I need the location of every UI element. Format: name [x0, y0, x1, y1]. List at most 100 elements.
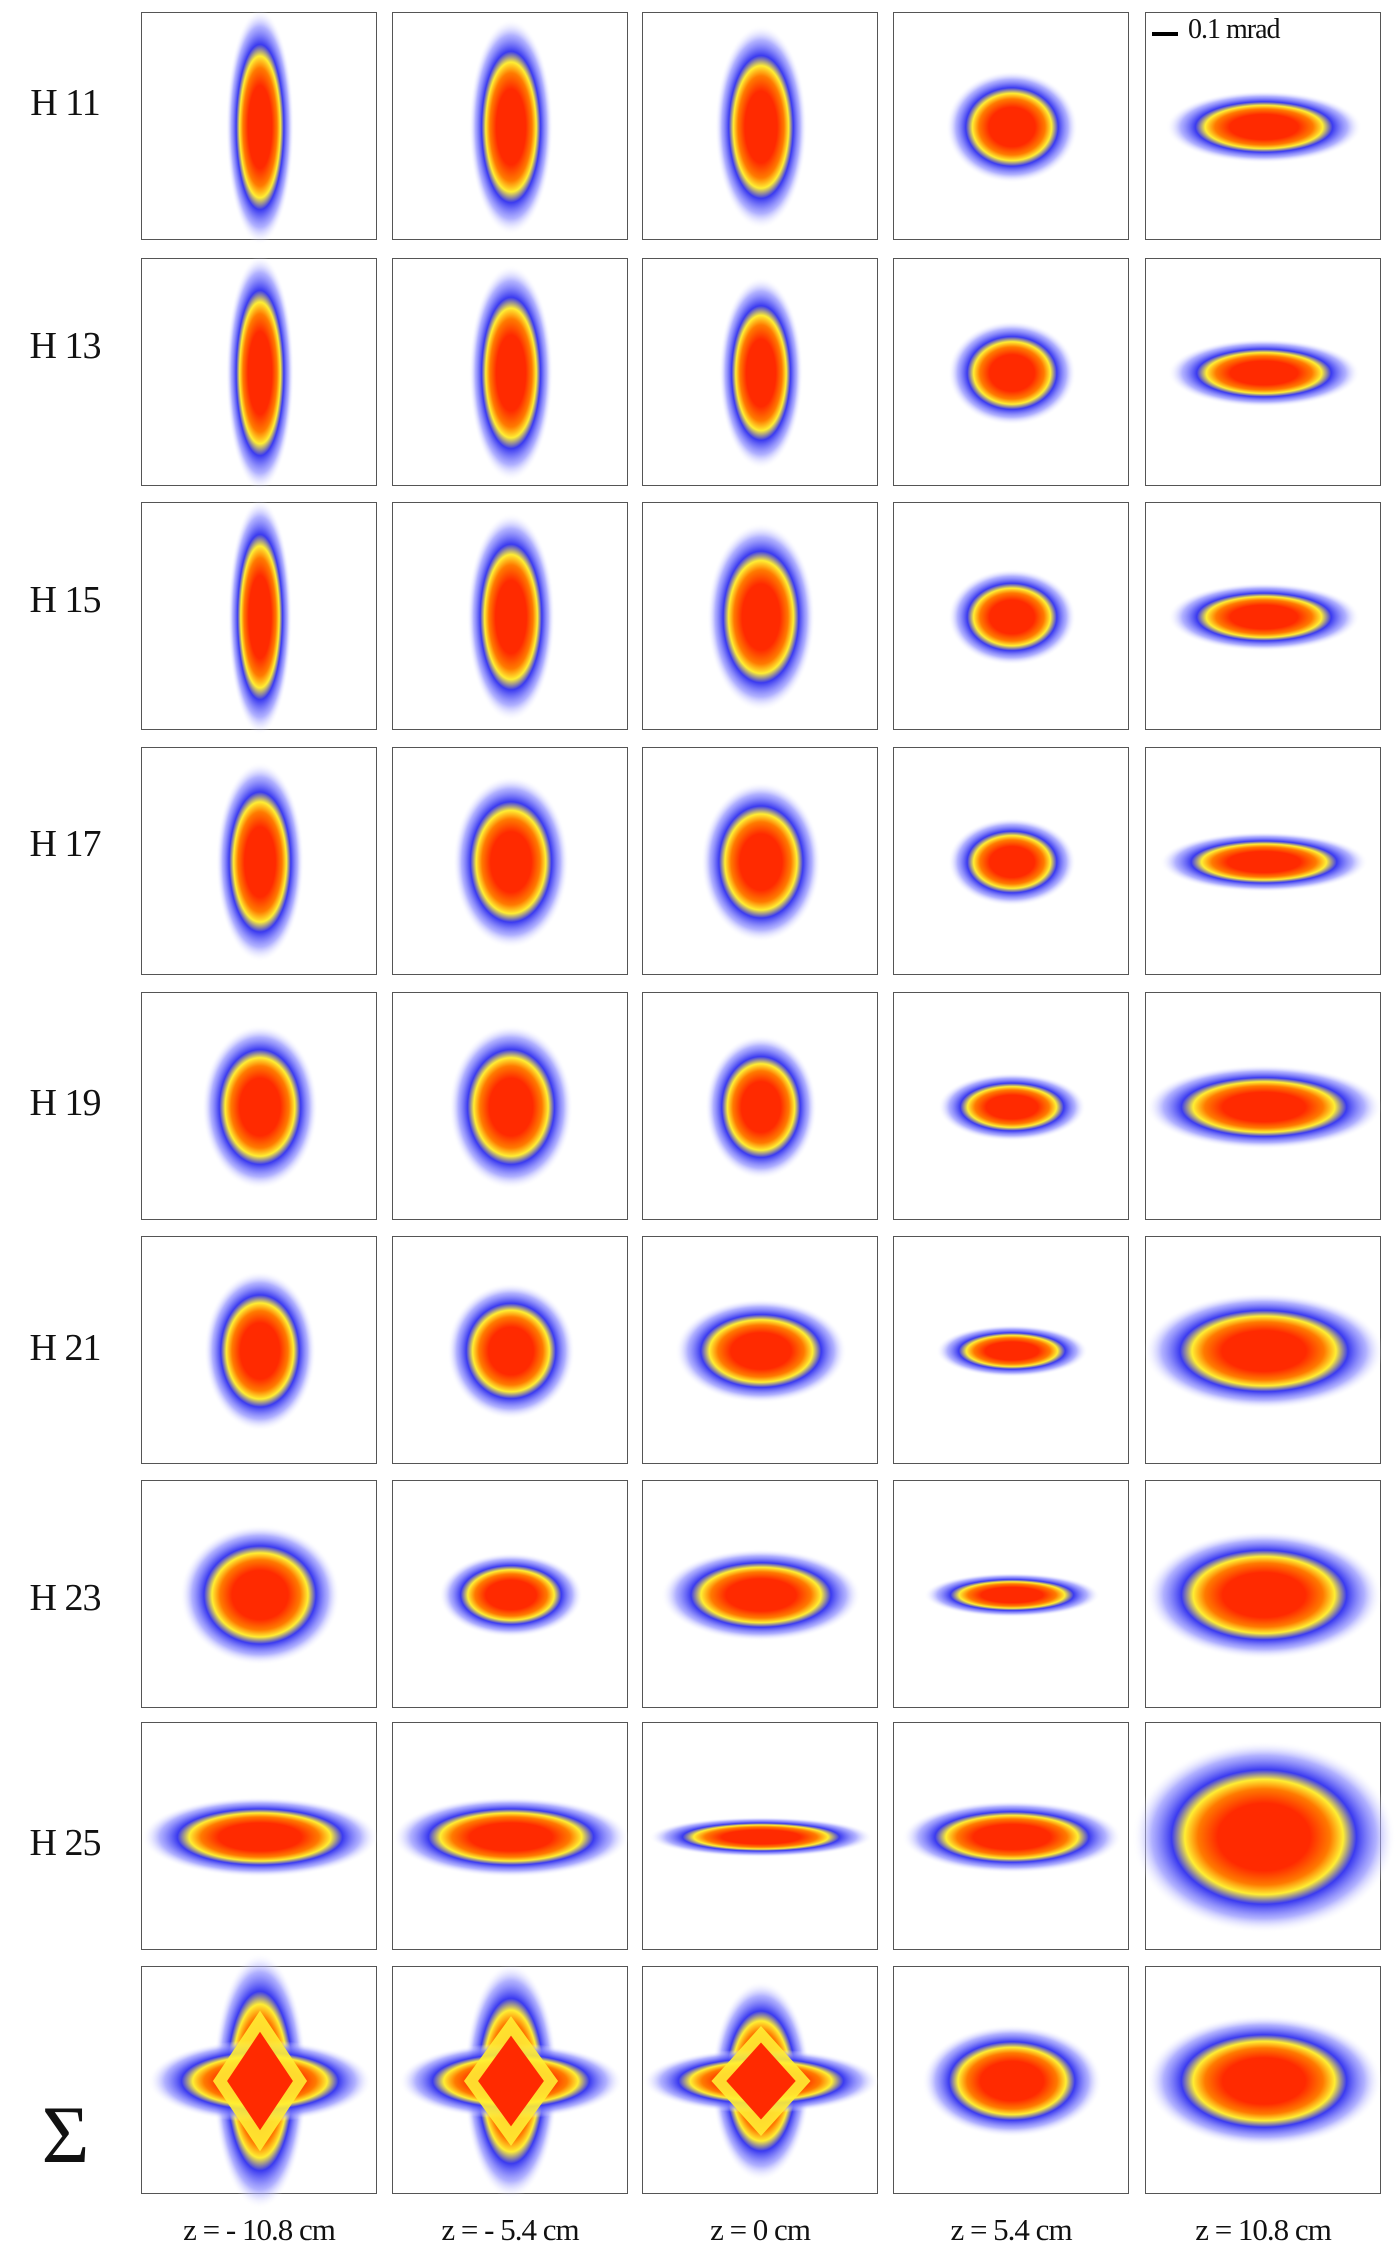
row-label-h25: H 25	[29, 1822, 102, 1864]
profile-panel-r9-c3	[642, 1966, 879, 2194]
profile-panel-r1-c2	[392, 12, 628, 240]
beam-spot-svg	[707, 523, 815, 711]
beam-spot-svg	[228, 499, 292, 735]
beam-spot	[467, 513, 555, 721]
profile-panel-r9-c4	[893, 1966, 1129, 2194]
beam-spot	[1146, 1065, 1382, 1149]
beam-spot-svg	[705, 1035, 817, 1179]
profile-panel-r5-c1	[141, 992, 377, 1220]
row-label-sum: Σ	[41, 2089, 90, 2180]
beam-spot-svg	[922, 2025, 1102, 2137]
beam-spot-svg	[701, 782, 821, 942]
beam-spot-svg	[467, 513, 555, 721]
row-label-h15: H 15	[29, 579, 102, 621]
beam-spot-svg	[142, 1797, 378, 1877]
row-label-h17: H 17	[29, 823, 102, 865]
beam-spot-svg	[902, 1801, 1122, 1873]
beam-spot	[1144, 1293, 1384, 1409]
beam-spot-svg	[1146, 1065, 1382, 1149]
beam-spot-svg	[469, 265, 553, 481]
profile-panel-r6-c5	[1144, 1236, 1384, 1464]
beam-spot-svg	[226, 255, 294, 491]
beam-spot	[707, 523, 815, 711]
beam-spot	[204, 1271, 316, 1431]
beam-spot	[1146, 1531, 1382, 1659]
beam-spot	[938, 1073, 1086, 1141]
beam-spot-svg	[948, 321, 1076, 425]
row-label-h19: H 19	[29, 1082, 102, 1124]
beam-spot-svg	[180, 1525, 340, 1665]
profile-panel-r6-c2	[392, 1236, 628, 1464]
beam-spot-core	[478, 2035, 544, 2127]
beam-spot	[936, 1325, 1088, 1377]
beam-spot-svg	[393, 1797, 629, 1877]
profile-panel-r8-c3	[642, 1722, 878, 1950]
beam-spot	[922, 2025, 1102, 2137]
beam-spot-svg	[469, 19, 553, 235]
beam-spot	[948, 321, 1076, 425]
beam-spot	[226, 255, 294, 491]
beam-spot	[439, 1553, 583, 1637]
beam-spot	[1168, 583, 1360, 651]
beam-spot	[453, 776, 569, 948]
beam-spot-svg	[148, 1953, 372, 2209]
scale-bar-label: 0.1 mrad	[1188, 14, 1281, 45]
beam-spot	[649, 1817, 873, 1857]
beam-spot-svg	[1160, 832, 1368, 892]
beam-spot-svg	[204, 1271, 316, 1431]
beam-spot-svg	[449, 1025, 573, 1189]
profile-panel-r4-c4	[893, 747, 1129, 975]
profile-panel-r7-c4	[893, 1480, 1129, 1708]
beam-spot	[675, 1299, 847, 1403]
profile-panel-r9-c2	[392, 1963, 628, 2199]
beam-spot-core	[726, 2042, 796, 2120]
profile-panel-r7-c5	[1145, 1480, 1382, 1708]
beam-spot	[447, 1283, 575, 1419]
row-label-h21: H 21	[29, 1327, 102, 1369]
profile-panel-r7-c1	[141, 1480, 377, 1708]
beam-spot	[180, 1525, 340, 1665]
beam-spot	[216, 762, 304, 962]
beam-spot-svg	[1132, 1741, 1396, 1933]
beam-spot	[142, 1797, 378, 1877]
profile-panel-r7-c2	[392, 1480, 628, 1708]
beam-spot-svg	[946, 71, 1078, 183]
row-label-h23: H 23	[29, 1577, 102, 1619]
beam-spot-core	[227, 2031, 293, 2131]
profile-panel-r4-c1	[141, 747, 377, 975]
profile-panel-r3-c1	[141, 499, 377, 735]
beam-spot-svg	[439, 1553, 583, 1637]
row-label-h11: H 11	[30, 82, 101, 124]
beam-spot	[202, 1025, 318, 1189]
beam-spot-svg	[649, 1817, 873, 1857]
profile-panel-r8-c1	[141, 1722, 378, 1950]
column-label-4: z = 5.4 cm	[950, 2212, 1072, 2247]
profile-panel-r1-c1	[141, 9, 377, 245]
beam-spot-svg	[1166, 91, 1362, 163]
profile-panel-r3-c5	[1145, 502, 1381, 730]
beam-spot-svg	[1146, 2015, 1382, 2147]
beam-spot	[1160, 832, 1368, 892]
beam-spot-svg	[447, 1283, 575, 1419]
beam-spot-svg	[948, 569, 1076, 665]
beam-spot	[449, 1025, 573, 1189]
profile-panel-r9-c5	[1145, 1966, 1382, 2194]
profile-panel-r1-c5	[1145, 12, 1381, 240]
profile-panel-r5-c5	[1145, 992, 1382, 1220]
profile-panel-r4-c3	[642, 747, 878, 975]
profile-panel-r2-c5	[1145, 258, 1381, 486]
beam-spot	[1146, 2015, 1382, 2147]
profile-panel-r3-c2	[392, 502, 628, 730]
beam-spot-svg	[216, 762, 304, 962]
profile-panel-r2-c4	[893, 258, 1129, 486]
beam-spot	[1168, 339, 1360, 407]
profile-panel-r2-c3	[642, 258, 878, 486]
scale-bar	[1152, 32, 1178, 36]
beam-spot-svg	[202, 1025, 318, 1189]
beam-spot	[1132, 1741, 1396, 1933]
beam-spot	[715, 25, 807, 229]
beam-spot	[701, 782, 821, 942]
profile-panel-r9-c1	[141, 1953, 377, 2209]
profile-panel-r2-c1	[141, 255, 377, 491]
